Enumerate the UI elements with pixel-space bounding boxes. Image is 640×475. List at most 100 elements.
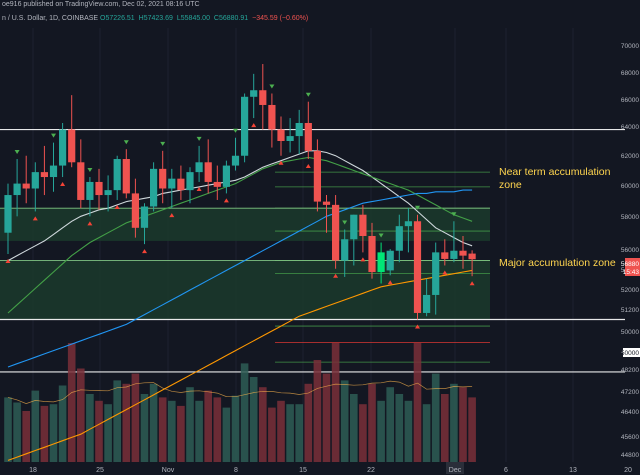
candle — [341, 229, 349, 277]
candle-body — [268, 104, 276, 130]
volume-bar — [40, 405, 49, 462]
candle-body — [450, 250, 458, 259]
price-axis-label: 66000 — [621, 97, 639, 104]
candle — [186, 167, 194, 204]
candle — [68, 95, 76, 168]
candle-body — [368, 235, 376, 273]
volume-bar — [295, 404, 303, 462]
volume-bar — [131, 373, 140, 462]
near-term-label-line2: zone — [499, 179, 522, 191]
candle — [441, 239, 449, 266]
candle-body — [177, 178, 185, 191]
volume-bar — [377, 400, 385, 462]
volume-bar — [113, 380, 121, 462]
candle-body — [213, 181, 221, 187]
volume-bar — [450, 383, 458, 462]
time-axis-label: 8 — [234, 467, 238, 474]
up-arrow — [278, 160, 284, 165]
volume-bar — [149, 383, 158, 462]
candle-body — [377, 252, 385, 273]
candle — [86, 177, 94, 217]
candle-body — [131, 193, 139, 228]
volume-bar — [304, 383, 313, 462]
candle — [295, 109, 303, 155]
time-highlight-box — [446, 462, 464, 474]
candle — [13, 159, 21, 217]
candle — [131, 178, 139, 238]
volume-bar — [104, 404, 112, 462]
volume-moving-average — [7, 380, 473, 404]
volume-bar — [222, 407, 231, 462]
candle-body — [4, 195, 12, 233]
candle-body — [113, 159, 121, 191]
candle — [159, 150, 167, 204]
countdown-label: 15:43 — [623, 269, 640, 276]
candle-body — [13, 183, 21, 196]
moving-average-ma50 — [7, 189, 473, 368]
price-axis-label: 70000 — [621, 43, 639, 50]
candle — [59, 122, 67, 178]
volume-bar — [67, 343, 76, 462]
volume-bar — [95, 400, 103, 462]
up-arrow — [387, 280, 393, 285]
candle-body — [104, 190, 112, 196]
volume-bar — [395, 394, 404, 462]
candle — [332, 195, 340, 269]
price-axis-label: 68000 — [621, 70, 639, 77]
volume-bar — [431, 373, 440, 462]
down-arrow — [87, 168, 93, 173]
candle — [231, 137, 240, 171]
price-axis[interactable]: 70000 68000 66000 64000 62000 60000 58000 56000… — [621, 43, 640, 459]
candle — [177, 165, 185, 200]
candle-body — [77, 162, 85, 200]
volume-bar — [86, 394, 94, 462]
volume-bar — [441, 394, 449, 462]
volume-bar — [58, 385, 67, 462]
up-arrow — [251, 123, 257, 128]
up-arrow — [169, 213, 175, 218]
candle — [113, 155, 121, 200]
volume-bar — [422, 404, 431, 462]
candle-body — [86, 181, 94, 200]
candle — [22, 155, 30, 204]
candle — [313, 139, 321, 212]
moving-average-ma_green — [7, 156, 473, 314]
candle-body — [395, 226, 403, 251]
time-axis-label: 15 — [299, 467, 307, 474]
price-axis-label: 56000 — [621, 247, 639, 254]
candle — [140, 203, 149, 245]
near-term-label-line1: Near term accumulation — [499, 166, 611, 178]
volume-bar — [259, 387, 267, 462]
price-highlight-label: 50000 — [621, 350, 639, 357]
candle-body — [322, 201, 331, 205]
time-axis-label: 25 — [96, 467, 104, 474]
price-axis-label: 58000 — [621, 214, 639, 221]
time-axis[interactable]: 18 25 Nov 8 15 22 Dec 6 13 20 — [29, 462, 632, 474]
major-zone — [0, 260, 490, 320]
candlesticks[interactable] — [4, 64, 476, 320]
volume-bar — [122, 383, 131, 462]
candle-body — [195, 162, 203, 173]
volume-bar — [177, 405, 185, 462]
volume-bar — [386, 387, 394, 462]
up-arrow — [223, 198, 229, 203]
candle-body — [231, 155, 240, 166]
candle — [195, 145, 203, 182]
candle-body — [459, 250, 467, 256]
price-axis-label: 50000 — [621, 329, 639, 336]
candle — [395, 214, 403, 263]
candle-body — [332, 204, 340, 261]
volume-bar — [195, 400, 203, 462]
candle — [413, 214, 422, 320]
price-axis-label: 52000 — [621, 287, 639, 294]
down-arrow — [160, 141, 166, 146]
down-arrow — [51, 133, 56, 138]
volume-bar — [31, 390, 40, 462]
candle-body — [277, 129, 285, 142]
candle-body — [313, 150, 321, 202]
up-arrow — [114, 204, 120, 209]
price-axis-label: 46400 — [621, 409, 639, 416]
candle — [450, 221, 458, 263]
up-arrow — [305, 164, 311, 169]
